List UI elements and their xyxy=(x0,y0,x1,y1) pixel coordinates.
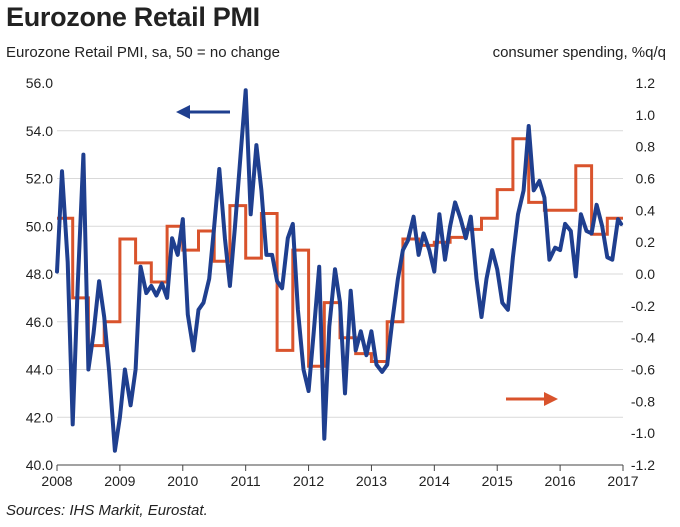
y-right-tick-label: 0.0 xyxy=(636,266,656,282)
y-right-tick-label: -0.6 xyxy=(631,362,655,378)
y-left-tick-label: 56.0 xyxy=(26,75,53,91)
left-axis-caption: Eurozone Retail PMI, sa, 50 = no change xyxy=(6,44,280,61)
y-right-tick-label: 1.2 xyxy=(636,75,656,91)
x-tick-label: 2009 xyxy=(104,473,135,489)
retail-pmi-line xyxy=(55,88,624,453)
right-axis-caption: consumer spending, %q/q xyxy=(492,44,666,61)
y-left-tick-label: 52.0 xyxy=(26,171,53,187)
x-tick-label: 2014 xyxy=(419,473,450,489)
y-left-tick-label: 50.0 xyxy=(26,218,53,234)
right-axis-arrow-head xyxy=(544,392,558,406)
x-tick-label: 2017 xyxy=(607,473,638,489)
y-right-tick-label: -0.2 xyxy=(631,298,655,314)
y-left-tick-label: 42.0 xyxy=(26,409,53,425)
y-left-tick-label: 54.0 xyxy=(26,123,53,139)
y-right-tick-label: -1.2 xyxy=(631,457,655,473)
x-tick-label: 2016 xyxy=(545,473,576,489)
y-left-tick-label: 48.0 xyxy=(26,266,53,282)
axis-arrows xyxy=(176,105,558,406)
axes xyxy=(56,464,624,471)
y-left-tick-label: 44.0 xyxy=(26,362,53,378)
left-axis-arrow-head xyxy=(176,105,190,119)
x-tick-label: 2012 xyxy=(293,473,324,489)
y-right-tick-label: 0.6 xyxy=(636,171,656,187)
source-note: Sources: IHS Markit, Eurostat. xyxy=(6,502,208,519)
gridlines xyxy=(57,130,623,418)
y-right-tick-label: 0.8 xyxy=(636,139,656,155)
y-right-tick-label: 0.2 xyxy=(636,234,656,250)
x-tick-label: 2010 xyxy=(167,473,198,489)
x-tick-label: 2008 xyxy=(41,473,72,489)
chart-title: Eurozone Retail PMI xyxy=(6,2,260,32)
y-right-tick-label: -0.8 xyxy=(631,393,655,409)
y-right-tick-label: 1.0 xyxy=(636,107,656,123)
y-right-tick-label: -0.4 xyxy=(631,330,655,346)
series-lines xyxy=(55,88,624,453)
y-left-tick-label: 40.0 xyxy=(26,457,53,473)
tick-labels: 56.0 54.0 52.0 50.0 48.0 46.0 44.0 42.0 40.0 1.2 1… xyxy=(26,75,655,489)
y-left-tick-label: 46.0 xyxy=(26,314,53,330)
x-tick-label: 2011 xyxy=(231,473,261,489)
x-tick-label: 2015 xyxy=(482,473,513,489)
y-right-tick-label: 0.4 xyxy=(636,202,656,218)
x-tick-label: 2013 xyxy=(356,473,387,489)
y-right-tick-label: -1.0 xyxy=(631,425,655,441)
